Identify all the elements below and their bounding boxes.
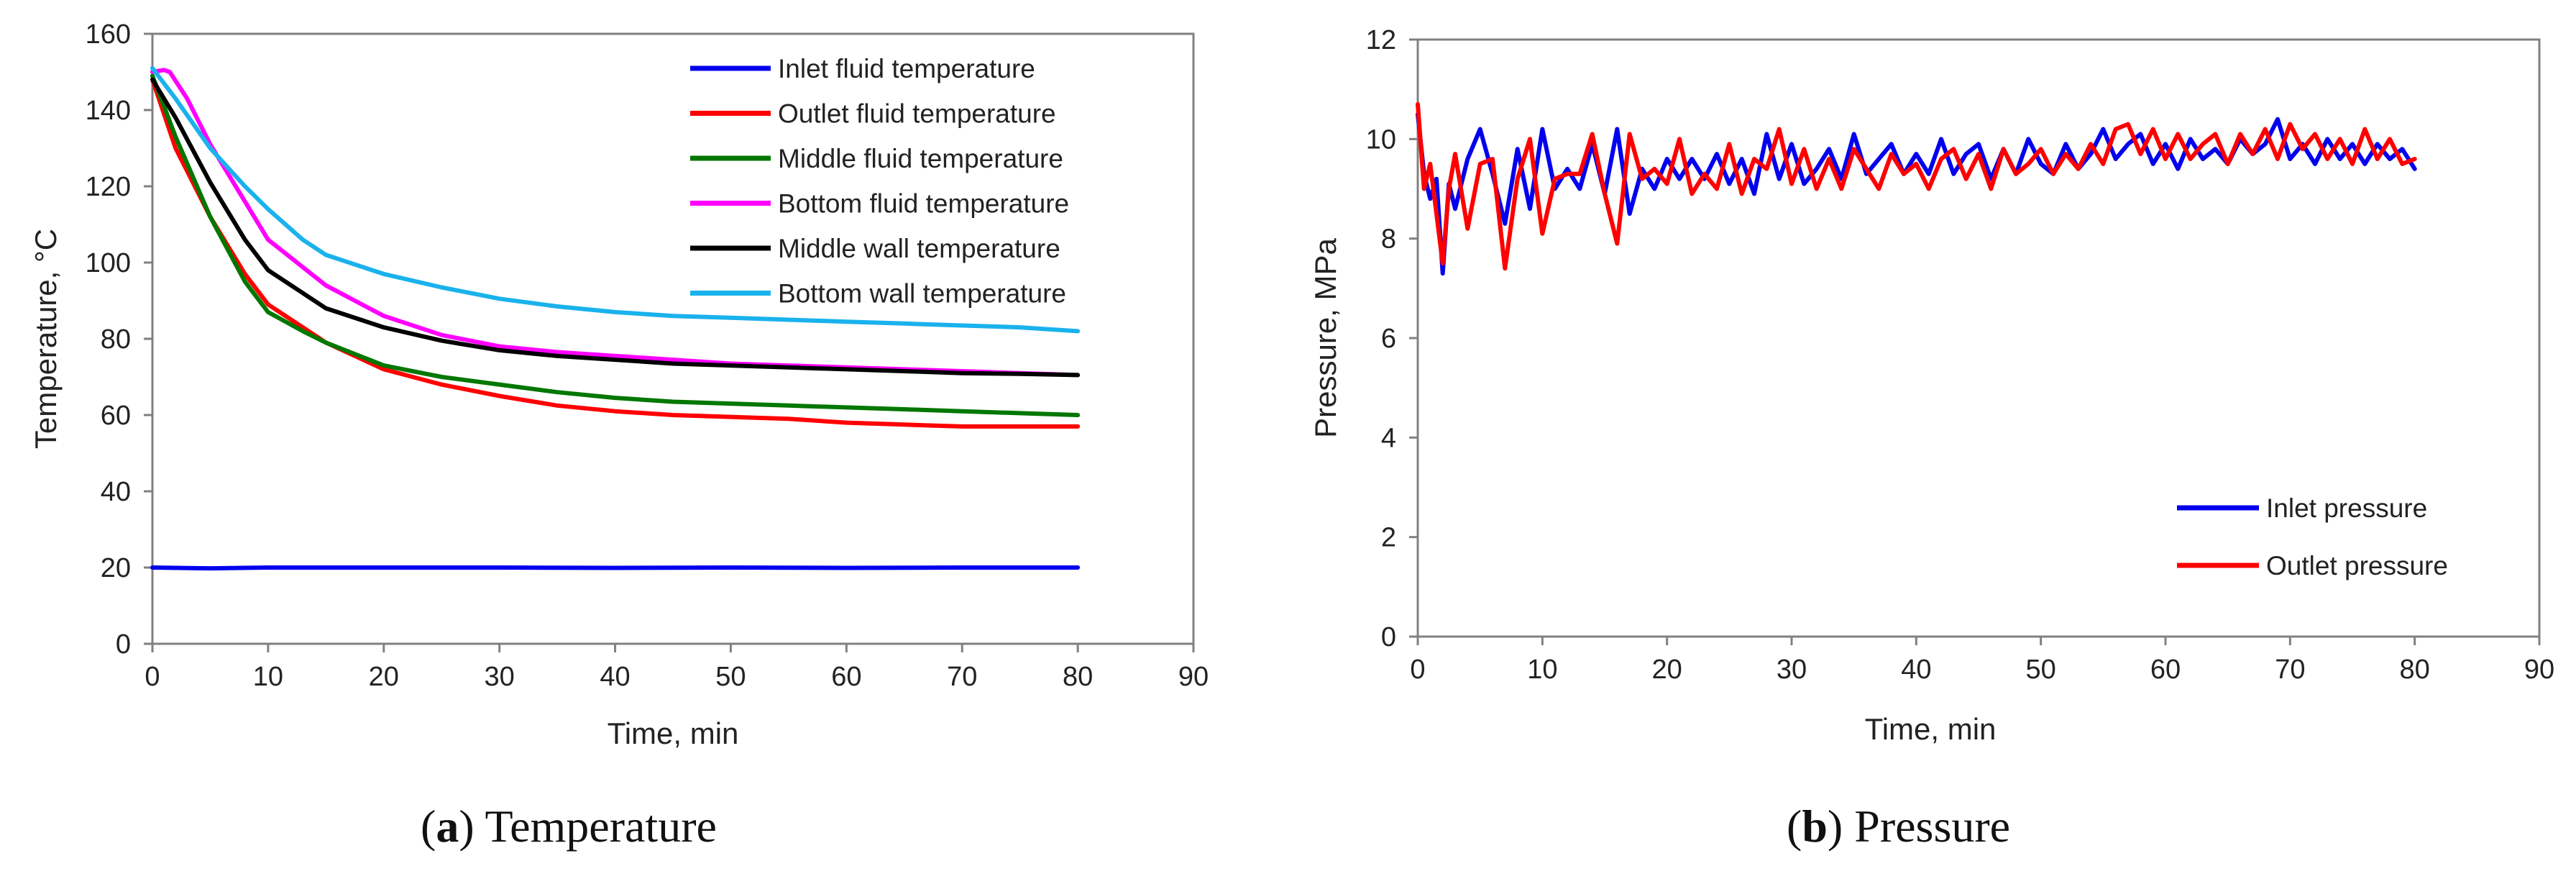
x-tick-label: 90 <box>1178 662 1209 692</box>
caption-text-a: Temperature <box>485 801 716 852</box>
series-line-middle-fluid-temperature <box>150 73 1081 417</box>
y-tick-label: 10 <box>1366 124 1396 155</box>
x-tick-label: 20 <box>369 662 399 692</box>
x-axis-label-a: Time, min <box>608 716 739 750</box>
legend-label: Outlet fluid temperature <box>778 99 1056 129</box>
y-tick-label: 100 <box>86 248 131 278</box>
axes-b: 0 10 20 30 40 50 60 70 80 90 0 2 4 6 8 10 12 <box>1366 25 2554 685</box>
x-tick-label: 60 <box>831 662 861 692</box>
series-group-a <box>150 65 1081 571</box>
x-tick-label: 10 <box>253 662 283 692</box>
x-tick-label: 50 <box>715 662 746 692</box>
y-axis-label-a: Temperature, °C <box>29 229 63 449</box>
x-tick-label: 90 <box>2524 655 2554 685</box>
x-tick-label: 30 <box>1777 655 1807 685</box>
x-axis-label-b: Time, min <box>1865 712 1997 746</box>
y-tick-label: 0 <box>116 629 131 660</box>
x-tick-label: 10 <box>1527 655 1557 685</box>
legend-label: Bottom fluid temperature <box>778 189 1069 219</box>
x-tick-label: 20 <box>1652 655 1682 685</box>
series-line-middle-wall-temperature <box>150 77 1081 378</box>
legend-label: Middle fluid temperature <box>778 144 1063 173</box>
caption-text-b: Pressure <box>1854 801 2010 852</box>
axes-a: 0 10 20 30 40 50 60 70 80 90 0 20 40 60 80 100 120 140 160 <box>86 19 1209 692</box>
y-tick-label: 120 <box>86 172 131 202</box>
y-tick-label: 2 <box>1381 523 1396 553</box>
chart-panel-a: 0 10 20 30 40 50 60 70 80 90 0 20 40 60 80 100 120 140 160… <box>29 19 1209 852</box>
caption-letter-a: a <box>436 801 459 852</box>
x-tick-label: 40 <box>1901 655 1931 685</box>
x-tick-label: 70 <box>2275 655 2305 685</box>
legend-a: Inlet fluid temperature Outlet fluid temp… <box>690 54 1069 309</box>
legend-label: Bottom wall temperature <box>778 279 1066 309</box>
x-tick-label: 50 <box>2026 655 2056 685</box>
y-tick-label: 40 <box>101 477 131 507</box>
x-tick-label: 0 <box>145 662 160 692</box>
y-tick-label: 20 <box>101 553 131 583</box>
caption-letter-b: b <box>1802 801 1828 852</box>
legend-label: Inlet fluid temperature <box>778 54 1035 83</box>
x-tick-label: 30 <box>485 662 515 692</box>
caption-a: (a) Temperature <box>421 801 717 852</box>
x-tick-label: 60 <box>2150 655 2181 685</box>
y-tick-label: 12 <box>1366 25 1396 55</box>
legend-label: Outlet pressure <box>2266 551 2448 580</box>
plot-area-a <box>151 32 1195 645</box>
x-tick-label: 40 <box>600 662 630 692</box>
y-tick-label: 60 <box>101 401 131 431</box>
x-tick-label: 70 <box>947 662 977 692</box>
y-axis-label-b: Pressure, MPa <box>1308 237 1342 437</box>
y-tick-label: 160 <box>86 19 131 50</box>
series-line-outlet-pressure <box>1416 101 2417 271</box>
x-tick-label: 80 <box>1063 662 1093 692</box>
caption-b: (b) Pressure <box>1787 801 2010 852</box>
series-line-outlet-fluid-temperature <box>150 77 1081 429</box>
y-tick-label: 4 <box>1381 423 1396 453</box>
legend-label: Inlet pressure <box>2266 493 2427 523</box>
y-tick-label: 6 <box>1381 324 1396 354</box>
x-tick-label: 80 <box>2400 655 2430 685</box>
y-tick-label: 140 <box>86 96 131 126</box>
series-group-b <box>1416 101 2417 276</box>
series-line-bottom-wall-temperature <box>150 65 1081 334</box>
chart-panel-b: 0 10 20 30 40 50 60 70 80 90 0 2 4 6 8 10 12 Time, min P… <box>1308 25 2554 852</box>
legend-b: Inlet pressure Outlet pressure <box>2177 493 2448 580</box>
legend-label: Middle wall temperature <box>778 234 1060 263</box>
plot-area-b <box>1416 38 2541 638</box>
y-tick-label: 80 <box>101 324 131 355</box>
y-tick-label: 8 <box>1381 224 1396 255</box>
y-tick-label: 0 <box>1381 622 1396 652</box>
x-tick-label: 0 <box>1410 655 1425 685</box>
